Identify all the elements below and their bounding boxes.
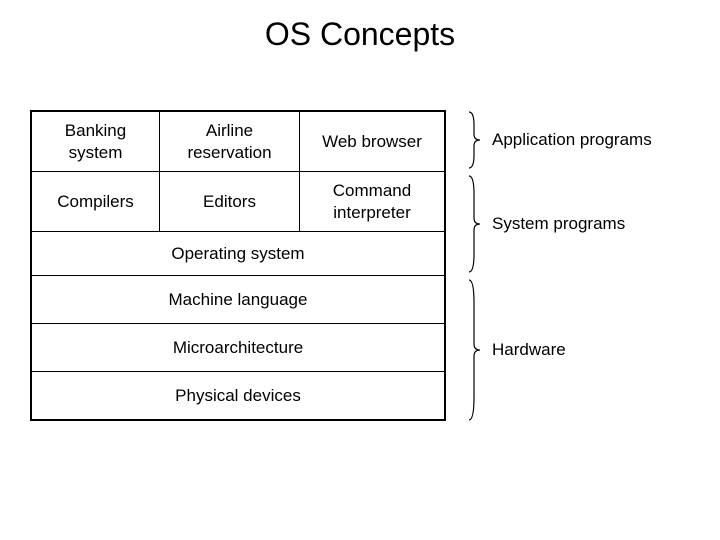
label-system: System programs: [492, 214, 625, 234]
app-cell-web: Web browser: [300, 112, 444, 171]
label-group-system: System programs: [468, 174, 625, 274]
app-cell-airline: Airline reservation: [160, 112, 300, 171]
label-group-hardware: Hardware: [468, 278, 566, 422]
app-cell-banking: Banking system: [32, 112, 160, 171]
hw-row-micro: Microarchitecture: [32, 324, 444, 372]
os-layer-diagram: Banking system Airline reservation Web b…: [30, 110, 698, 421]
system-programs-row: Compilers Editors Command interpreter: [32, 172, 444, 232]
os-row: Operating system: [32, 232, 444, 276]
brace-icon: [468, 278, 482, 422]
label-apps: Application programs: [492, 130, 652, 150]
brace-icon: [468, 174, 482, 274]
brace-icon: [468, 110, 482, 170]
hw-cell-micro: Microarchitecture: [32, 324, 444, 371]
hw-cell-ml: Machine language: [32, 276, 444, 323]
hw-cell-phys: Physical devices: [32, 372, 444, 419]
hw-row-phys: Physical devices: [32, 372, 444, 420]
page-title: OS Concepts: [0, 16, 720, 53]
label-hardware: Hardware: [492, 340, 566, 360]
sys-cell-editors: Editors: [160, 172, 300, 231]
application-row: Banking system Airline reservation Web b…: [32, 112, 444, 172]
label-group-apps: Application programs: [468, 110, 652, 170]
layer-grid: Banking system Airline reservation Web b…: [30, 110, 446, 421]
sys-cell-cmd: Command interpreter: [300, 172, 444, 231]
sys-cell-compilers: Compilers: [32, 172, 160, 231]
hw-row-ml: Machine language: [32, 276, 444, 324]
os-cell: Operating system: [32, 232, 444, 275]
